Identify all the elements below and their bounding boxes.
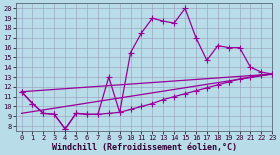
X-axis label: Windchill (Refroidissement éolien,°C): Windchill (Refroidissement éolien,°C): [52, 143, 237, 152]
